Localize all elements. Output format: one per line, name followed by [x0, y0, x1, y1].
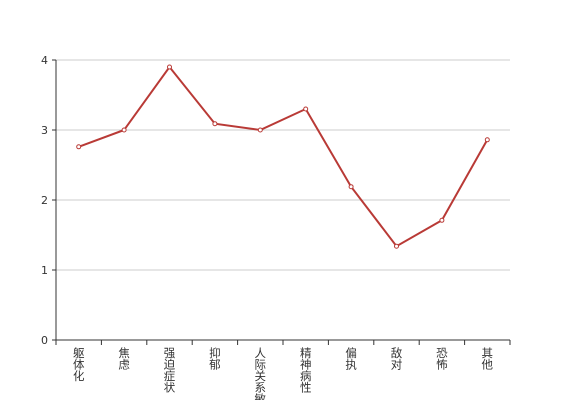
y-tick-label: 4: [41, 54, 48, 67]
x-tick-label: 躯体化: [72, 347, 86, 382]
point: [167, 64, 172, 70]
x-tick-label: 敌对: [390, 346, 404, 370]
x-tick-label: 焦虑: [117, 347, 131, 370]
x-tick-label: 恐怖: [435, 347, 449, 370]
y-tick-label: 2: [41, 194, 48, 207]
point: [257, 127, 263, 133]
point: [212, 121, 218, 127]
point: [76, 144, 82, 150]
x-tick-label: 偏执: [344, 346, 358, 371]
y-tick-label: 1: [41, 264, 48, 277]
point: [394, 243, 399, 249]
point: [303, 106, 309, 112]
line: [78, 65, 489, 248]
x-tick-label: 其他: [480, 347, 494, 370]
point: [121, 127, 127, 133]
x-tick-label: 抑郁: [208, 346, 222, 370]
y-tick-label: 3: [41, 124, 48, 137]
x-tick-label: 强迫症状: [163, 347, 177, 393]
x-tick-label: 人际关系敏感: [253, 347, 267, 400]
point: [484, 137, 490, 143]
point: [348, 184, 354, 190]
point: [439, 217, 445, 223]
x-tick-label: 精神病性: [299, 347, 313, 394]
y-tick-label: 0: [41, 334, 48, 347]
